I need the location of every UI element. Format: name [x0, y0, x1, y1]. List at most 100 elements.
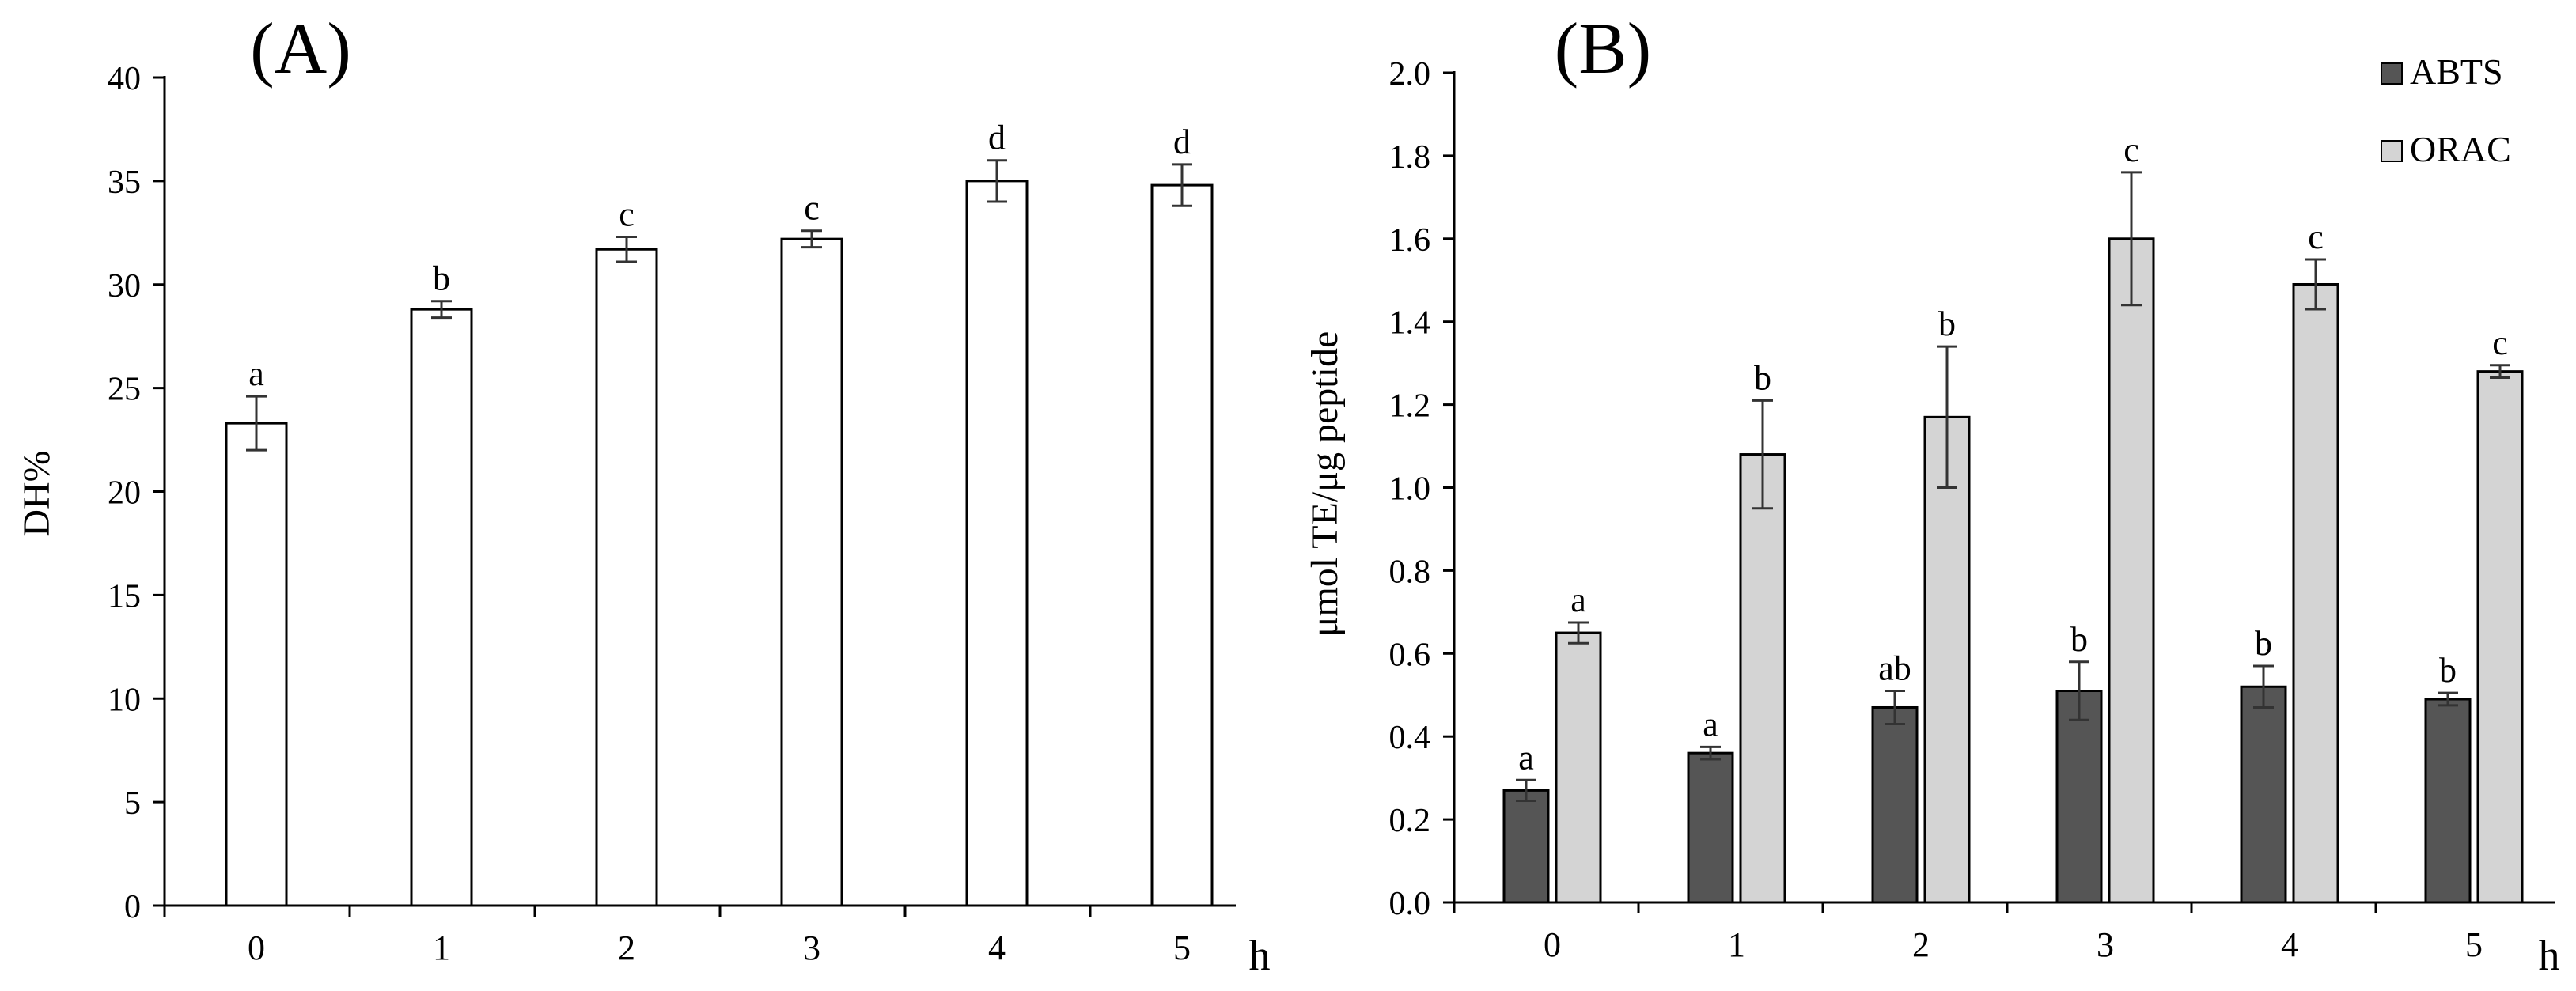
panel-b-bar-orac-1-letter: b — [1754, 358, 1771, 397]
panel-a-ylabel: DH% — [16, 450, 58, 536]
panel-a-x-tick-label: 3 — [803, 929, 820, 967]
panel-a-x-tick-label: 2 — [618, 929, 635, 967]
panel-b-bar-abts-4-letter: b — [2255, 624, 2272, 663]
panel-a-bar-dh-0 — [225, 422, 288, 907]
panel-a-bar-dh-4-letter: d — [988, 119, 1006, 157]
panel-b-legend: ABTS ORAC — [2381, 51, 2511, 169]
panel-b-ylabel: μmol TE/μg peptide — [1304, 331, 1346, 637]
legend-label-abts: ABTS — [2410, 51, 2503, 92]
panel-b-bar-abts-4-error-bar — [2253, 664, 2274, 709]
panel-b-bar-abts-1 — [1687, 751, 1734, 904]
panel-a-bar-dh-0-letter: a — [248, 354, 264, 393]
panel-a-bar-dh-5-letter: d — [1173, 123, 1191, 161]
panel-b-x-tick-label: 2 — [1912, 925, 1930, 964]
panel-b-bar-abts-3-letter: b — [2070, 620, 2088, 659]
panel-b-x-tick-label: 1 — [1728, 925, 1745, 964]
panel-b-x-tick-label: 4 — [2281, 925, 2298, 964]
panel-b-bar-orac-0 — [1555, 631, 1602, 904]
panel-a-bar-dh-2 — [595, 248, 658, 907]
panel-b-bar-orac-2 — [1923, 415, 1971, 904]
panel-b-bar-orac-5 — [2476, 370, 2524, 904]
panel-a-y-tick-label: 30 — [108, 268, 141, 304]
panel-b-bar-abts-0-letter: a — [1518, 738, 1534, 777]
panel-b-bar-orac-2-letter: b — [1938, 304, 1956, 343]
panel-a-y-tick-label: 40 — [108, 61, 141, 97]
panel-b-bar-abts-4 — [2240, 685, 2287, 904]
panel-b-y-tick-label: 0.4 — [1389, 720, 1431, 756]
panel-b-bar-abts-2-letter: ab — [1878, 649, 1911, 688]
panel-b-bar-orac-4-error-bar — [2305, 258, 2326, 311]
panel-b-bar-orac-1-error-bar — [1752, 399, 1773, 510]
panel-a-bar-dh-5 — [1150, 183, 1214, 907]
panel-b-bar-orac-3-letter: c — [2123, 130, 2139, 169]
panel-a-bar-dh-2-letter: c — [619, 195, 635, 234]
panel-b-bar-abts-2-error-bar — [1885, 690, 1905, 725]
panel-b-y-tick-label: 1.4 — [1389, 305, 1431, 342]
panel-b-bar-abts-1-letter: a — [1703, 705, 1718, 743]
panel-a-x-tick-label: 0 — [248, 929, 265, 967]
panel-b-y-tick-label: 1.0 — [1389, 471, 1431, 508]
panel-b-x-tick-label: 0 — [1544, 925, 1561, 964]
panel-a-bar-dh-3-letter: c — [804, 189, 820, 228]
panel-b-bar-orac-1 — [1739, 453, 1786, 904]
panel-a-y-tick-label: 0 — [124, 889, 141, 925]
panel-b-bar-abts-5-error-bar — [2438, 691, 2458, 707]
panel-b-bar-orac-2-error-bar — [1937, 345, 1957, 489]
panel-a-x-tick-label: 1 — [433, 929, 450, 967]
panel-b-bar-abts-0 — [1502, 789, 1550, 904]
panel-b-label: (B) — [1555, 8, 1652, 89]
panel-a-y-tick-label: 20 — [108, 475, 141, 512]
panel-b-bar-orac-3 — [2108, 237, 2155, 904]
panel-a-bar-dh-3-error-bar — [801, 229, 822, 249]
legend-swatch-abts — [2381, 62, 2403, 85]
panel-b-y-tick-label: 2.0 — [1389, 56, 1431, 93]
panel-b-bar-orac-4 — [2292, 282, 2339, 904]
panel-a-y-tick-label: 10 — [108, 682, 141, 718]
panel-b-bar-orac-4-letter: c — [2308, 217, 2324, 256]
panel-a-bar-dh-5-error-bar — [1172, 163, 1192, 207]
panel-a-bar-dh-0-error-bar — [246, 395, 267, 452]
panel-a-bar-dh-2-error-bar — [616, 236, 637, 263]
panel-a-y-tick-label: 15 — [108, 578, 141, 615]
panel-a-bar-dh-3 — [780, 237, 843, 907]
panel-b-y-tick-label: 0.2 — [1389, 803, 1431, 839]
panel-b-bar-abts-1-error-bar — [1700, 745, 1721, 761]
panel-b-y-tick-label: 1.8 — [1389, 139, 1431, 176]
panel-b-bar-abts-5 — [2424, 698, 2472, 904]
panel-b-bar-orac-0-error-bar — [1568, 621, 1589, 645]
panel-b-bar-orac-0-letter: a — [1570, 581, 1586, 619]
panel-b-marks: 0.0 0.2 0.4 0.6 0.8 1.0 1.2 1.4 1.6 1.8 2.0 0 1 2 3 4 5 a… — [1389, 56, 2555, 964]
panel-b-bar-orac-5-error-bar — [2490, 364, 2510, 380]
panel-a-y-tick-label: 35 — [108, 165, 141, 201]
panel-b-y-tick-label: 0.0 — [1389, 886, 1431, 922]
panel-b-bar-orac-3-error-bar — [2121, 171, 2142, 307]
panel-b-x-tick-label: 5 — [2465, 925, 2483, 964]
panel-a-y-tick-label: 5 — [124, 785, 141, 822]
panel-b-bar-orac-5-letter: c — [2492, 323, 2508, 362]
panel-a-label: (A) — [250, 8, 351, 89]
panel-b-bar-abts-3-error-bar — [2069, 660, 2089, 721]
legend-label-orac: ORAC — [2410, 129, 2511, 169]
panel-a-bar-dh-1-letter: b — [433, 259, 450, 298]
panel-a-bar-dh-4 — [965, 180, 1029, 907]
panel-a-x-unit: h — [1249, 932, 1271, 979]
panel-a: (A) DH% h 0 5 10 15 20 25 30 35 40 0 1 2 3 4 5 a b c c d d — [16, 8, 1271, 979]
panel-a-bar-dh-1-error-bar — [431, 300, 452, 320]
legend-swatch-orac — [2381, 140, 2403, 162]
panel-b-bar-abts-0-error-bar — [1516, 778, 1536, 802]
panel-b-y-tick-label: 1.6 — [1389, 222, 1431, 259]
panel-b-bar-abts-2 — [1871, 705, 1919, 904]
panel-a-x-tick-label: 4 — [988, 929, 1006, 967]
panel-a-y-tick-label: 25 — [108, 372, 141, 408]
panel-b-y-tick-label: 0.8 — [1389, 554, 1431, 590]
panel-b-bar-abts-5-letter: b — [2439, 651, 2457, 690]
panel-b-y-tick-label: 1.2 — [1389, 388, 1431, 425]
panel-b-x-tick-label: 3 — [2097, 925, 2114, 964]
panel-a-bar-dh-4-error-bar — [987, 159, 1007, 203]
panel-a-x-tick-label: 5 — [1173, 929, 1191, 967]
panel-b-x-unit: h — [2539, 932, 2560, 979]
panel-b: (B) μmol TE/μg peptide h ABTS ORAC 0.0 0.… — [1304, 8, 2560, 979]
panel-b-bar-abts-3 — [2055, 690, 2103, 904]
